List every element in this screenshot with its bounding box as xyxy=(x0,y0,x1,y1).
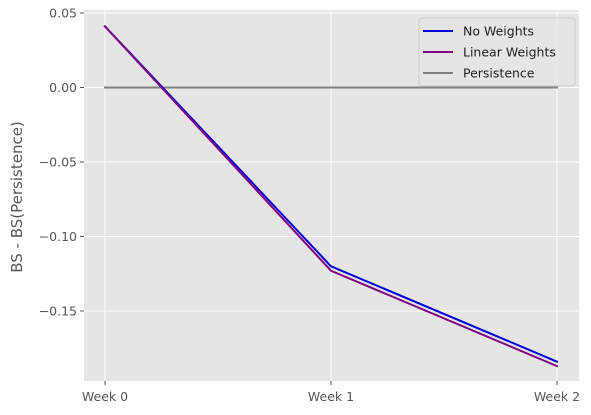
legend-label: Persistence xyxy=(463,66,535,81)
legend-label: Linear Weights xyxy=(463,45,556,60)
y-tick-label: 0.05 xyxy=(49,5,77,20)
legend: No Weights Linear Weights Persistence xyxy=(419,18,575,86)
y-tick-label: −0.05 xyxy=(39,154,77,169)
x-axis-ticks: Week 0 Week 1 Week 2 xyxy=(82,381,580,404)
x-tick-label: Week 0 xyxy=(82,389,128,404)
x-tick-label: Week 2 xyxy=(534,389,580,404)
y-tick-label: 0.00 xyxy=(49,80,77,95)
y-axis-label: BS - BS(Persistence) xyxy=(8,121,26,273)
y-tick-label: −0.15 xyxy=(39,303,77,318)
y-tick-label: −0.10 xyxy=(39,229,77,244)
x-tick-label: Week 1 xyxy=(308,389,354,404)
y-axis-ticks: 0.05 0.00 −0.05 −0.10 −0.15 xyxy=(39,5,84,318)
legend-label: No Weights xyxy=(463,24,534,39)
